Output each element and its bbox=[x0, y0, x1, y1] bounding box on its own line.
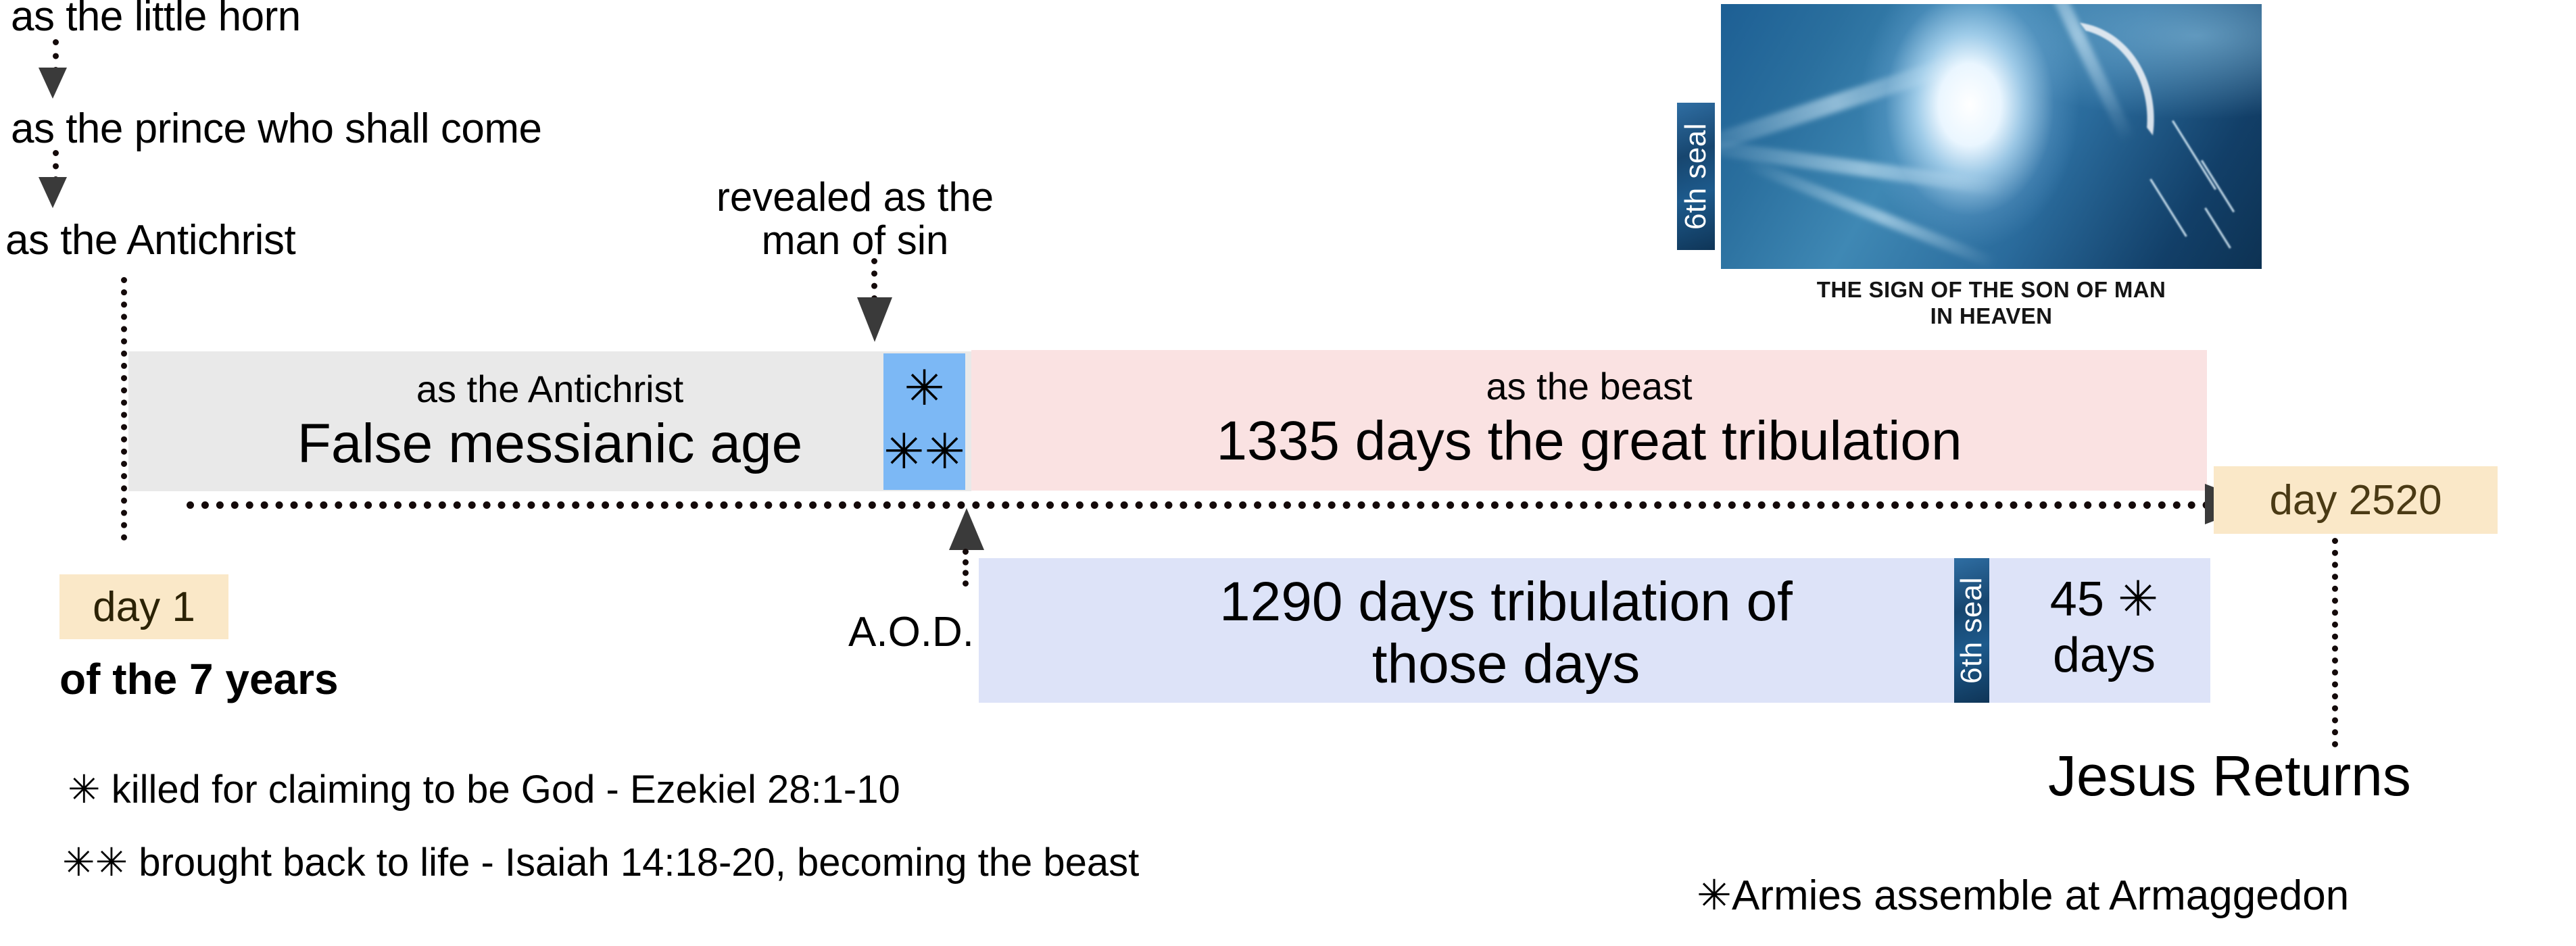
main-timeline-dotted-line bbox=[187, 501, 2211, 509]
revealed-line-2: man of sin bbox=[761, 217, 949, 263]
marker-single-asterisk: ✳ bbox=[904, 362, 945, 416]
cascade-dotted-line-1 bbox=[53, 39, 59, 73]
footnote-1: ✳ killed for claiming to be God - Ezekie… bbox=[68, 768, 900, 812]
image-caption-line-1: THE SIGN OF THE SON OF MAN bbox=[1816, 277, 2166, 302]
end-vertical-dotted-line bbox=[2332, 538, 2338, 747]
label-revealed-man-of-sin: revealed as the man of sin bbox=[679, 176, 1031, 262]
image-caption: THE SIGN OF THE SON OF MAN IN HEAVEN bbox=[1721, 277, 2262, 330]
tail-line-2: days bbox=[2052, 628, 2156, 682]
revealed-arrow-icon bbox=[857, 297, 892, 342]
label-antichrist: as the Antichrist bbox=[5, 217, 296, 264]
bar-pink-big-label: 1335 days the great tribulation bbox=[1216, 410, 1962, 472]
bar-lav-big-label-line-1: 1290 days tribulation of bbox=[1219, 571, 1793, 632]
bar-false-messianic-age: as the Antichrist False messianic age bbox=[128, 351, 971, 491]
footnote-2: ✳✳ brought back to life - Isaiah 14:18-2… bbox=[62, 841, 1140, 885]
seal-tab-lower-bar: 6th seal bbox=[1954, 558, 1989, 703]
label-prince-who-shall-come: as the prince who shall come bbox=[11, 105, 542, 152]
label-jesus-returns: Jesus Returns bbox=[2048, 744, 2411, 807]
start-vertical-dotted-line bbox=[121, 277, 127, 541]
image-caption-line-2: IN HEAVEN bbox=[1930, 303, 2053, 328]
label-of-the-7-years: of the 7 years bbox=[59, 655, 339, 703]
bar-gray-small-label: as the Antichrist bbox=[416, 368, 684, 410]
seal-tab-picture: 6th seal bbox=[1677, 103, 1715, 250]
cascade-dotted-line-2 bbox=[53, 150, 59, 182]
lower-bar-tail: 45 ✳ days bbox=[2006, 572, 2202, 684]
bar-tribulation-those-days: 1290 days tribulation of those days 6th … bbox=[979, 558, 2210, 703]
aod-dotted-stem bbox=[963, 549, 969, 587]
aod-arrow-icon bbox=[949, 508, 984, 550]
chip-day-2520-label: day 2520 bbox=[2269, 476, 2442, 524]
chip-day-1: day 1 bbox=[59, 574, 228, 639]
chip-day-1-label: day 1 bbox=[93, 583, 195, 630]
seal-tab-picture-label: 6th seal bbox=[1679, 122, 1712, 230]
bar-lav-big-label-line-2: those days bbox=[1371, 633, 1641, 695]
label-little-horn: as the little horn bbox=[11, 0, 301, 40]
image-sky-background bbox=[1721, 4, 2262, 269]
cascade-arrow-2-icon bbox=[39, 177, 67, 208]
sign-of-son-of-man-image bbox=[1721, 4, 2262, 269]
tail-line-1: 45 ✳ bbox=[2049, 572, 2159, 626]
chip-day-2520: day 2520 bbox=[2214, 466, 2498, 534]
revealed-line-1: revealed as the bbox=[716, 174, 994, 220]
cascade-arrow-1-icon bbox=[39, 68, 67, 99]
label-armaggedon: ✳Armies assemble at Armaggedon bbox=[1697, 872, 2350, 919]
revealed-dotted-stem bbox=[871, 258, 877, 301]
marker-double-asterisk: ✳✳ bbox=[883, 425, 965, 479]
seal-tab-lower-label: 6th seal bbox=[1955, 576, 1988, 684]
bar-death-and-resurrection: ✳ ✳✳ bbox=[883, 353, 965, 490]
bar-gray-big-label: False messianic age bbox=[297, 413, 803, 474]
bar-pink-small-label: as the beast bbox=[1486, 365, 1693, 407]
bar-great-tribulation: as the beast 1335 days the great tribula… bbox=[971, 350, 2207, 491]
